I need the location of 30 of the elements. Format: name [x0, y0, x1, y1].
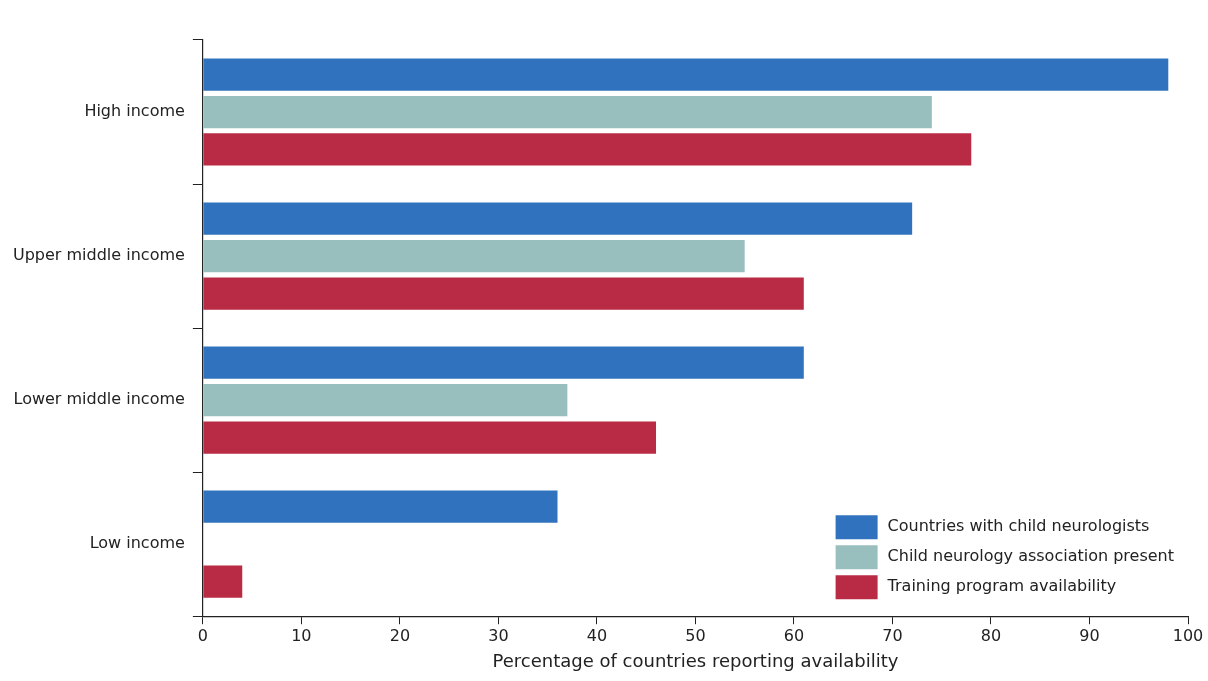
x-tick-label: 90	[1079, 625, 1100, 645]
x-tick-label: 80	[980, 625, 1002, 645]
x-tick-label: 20	[389, 625, 411, 645]
x-tick-label: 40	[586, 625, 608, 645]
x-tick-label: 50	[685, 625, 706, 645]
bar	[203, 58, 1169, 91]
bar	[203, 421, 657, 454]
bar	[203, 346, 804, 379]
bar	[203, 133, 972, 166]
bar	[203, 239, 745, 273]
x-tick-label: 100	[1172, 625, 1204, 645]
y-tick-label: High income	[84, 101, 185, 121]
bar	[203, 202, 913, 235]
x-axis-title: Percentage of countries reporting availability	[492, 649, 899, 671]
bar	[203, 565, 243, 598]
x-tick-label: 10	[291, 625, 312, 645]
x-tick-label: 70	[882, 625, 903, 645]
y-tick-label: Low income	[89, 533, 185, 553]
bar	[203, 490, 558, 523]
legend-label: Countries with child neurologists	[887, 516, 1150, 536]
bar	[203, 95, 932, 129]
y-tick-label: Lower middle income	[13, 389, 185, 409]
bar	[203, 384, 568, 417]
y-tick-label: Upper middle income	[12, 245, 185, 265]
x-tick-label: 0	[197, 625, 208, 645]
x-tick-label: 30	[488, 625, 509, 645]
bar	[203, 277, 804, 310]
x-tick-label: 60	[783, 625, 805, 645]
legend-label: Child neurology association present	[887, 546, 1175, 566]
legend-label: Training program availability	[886, 576, 1117, 596]
